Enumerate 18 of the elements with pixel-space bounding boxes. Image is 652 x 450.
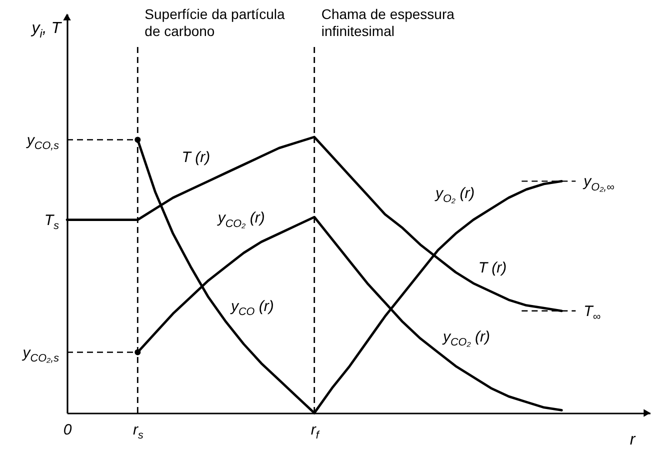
ref-line-label: T$_{∞}$: [584, 302, 601, 324]
annotation: T$_{s}$: [44, 212, 60, 232]
text: y$_{CO₂}$ (r): [218, 210, 265, 230]
ref-line-label: Superfície da partícula de carbono: [144, 6, 285, 39]
series-label: y$_{CO}$ (r): [230, 298, 274, 318]
x-tick-label: r$_{s}$: [132, 422, 144, 442]
x-tick-label: r$_{f}$: [310, 422, 320, 442]
x-tick-label: 0: [63, 422, 72, 438]
series-label: y$_{CO₂}$ (r): [442, 328, 490, 348]
ref-line-label: y$_{CO,s}$: [26, 132, 60, 152]
text: T (r): [182, 148, 210, 166]
series-label: y$_{O₂}$ (r): [434, 184, 475, 205]
ref-line-label: y$_{CO₂,s}$: [22, 344, 60, 364]
ref-line-label: y$_{O₂,∞}$: [582, 173, 615, 194]
text: y$_{i}$, T: [30, 20, 62, 40]
series-label: T (r): [478, 259, 507, 276]
ref-line-label: Chama de espessura infinitesimal: [321, 6, 455, 39]
x-axis-title: r: [630, 432, 636, 448]
